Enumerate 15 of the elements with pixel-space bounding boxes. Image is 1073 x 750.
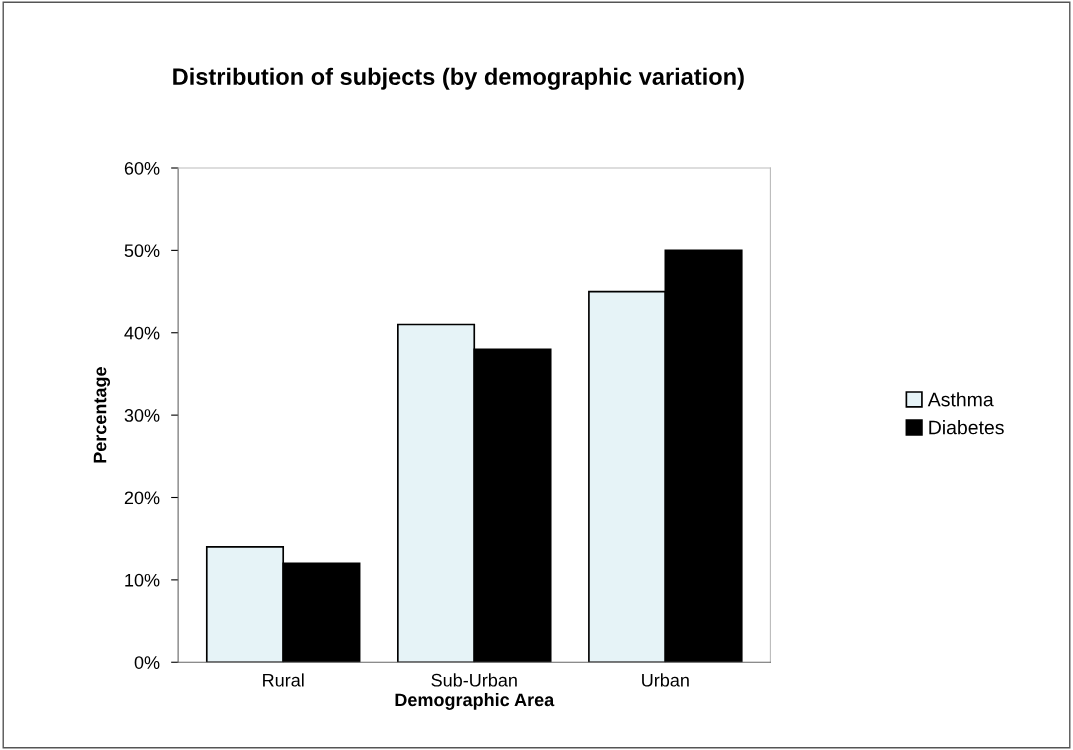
y-tick-label: 30% — [124, 409, 160, 422]
x-tick-label: Sub-Urban — [431, 673, 517, 687]
y-tick-label: 10% — [125, 573, 160, 587]
y-tick-label: 0% — [134, 656, 160, 669]
y-tick-label: 20% — [124, 491, 160, 505]
x-axis-title: Demographic Area — [395, 692, 555, 710]
x-tick-label: Urban — [642, 673, 689, 687]
x-tick-label: Rural — [263, 673, 304, 687]
y-tick-label: 50% — [124, 244, 160, 258]
legend-label: Asthma — [927, 392, 994, 407]
chart-title: Distribution of subjects (by demographic variation) — [173, 67, 744, 90]
y-tick-label: 60% — [124, 161, 160, 175]
legend-label: Diabetes — [929, 420, 1004, 435]
y-axis-title: Percentage — [93, 367, 111, 463]
y-tick-label: 40% — [124, 326, 160, 340]
